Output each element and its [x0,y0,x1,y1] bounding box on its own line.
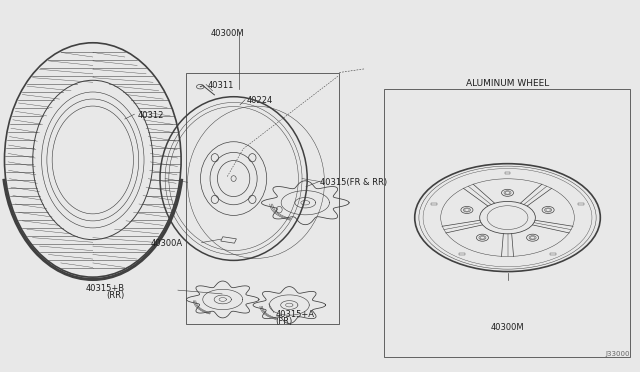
Text: 40315+A: 40315+A [275,310,314,319]
Bar [186,73,339,324]
Text: 40300M: 40300M [491,323,524,332]
Bar [384,89,630,357]
Text: 40312: 40312 [138,111,164,120]
Text: J33000: J33000 [606,351,630,357]
Text: 40300M: 40300M [211,29,244,38]
Bar [550,253,556,255]
Text: (RR): (RR) [106,291,125,300]
Text: 40224: 40224 [246,96,273,105]
Bar [578,203,584,205]
Bar [460,253,465,255]
Bar [221,237,236,243]
Text: 40315+B: 40315+B [86,284,125,293]
Bar [505,172,510,174]
Text: 40300A: 40300A [150,239,182,248]
Text: ALUMINUM WHEEL: ALUMINUM WHEEL [466,79,549,88]
Text: 40315(FR & RR): 40315(FR & RR) [320,178,387,187]
Text: (FR): (FR) [275,317,292,326]
Bar [431,203,437,205]
Text: 40311: 40311 [208,81,234,90]
